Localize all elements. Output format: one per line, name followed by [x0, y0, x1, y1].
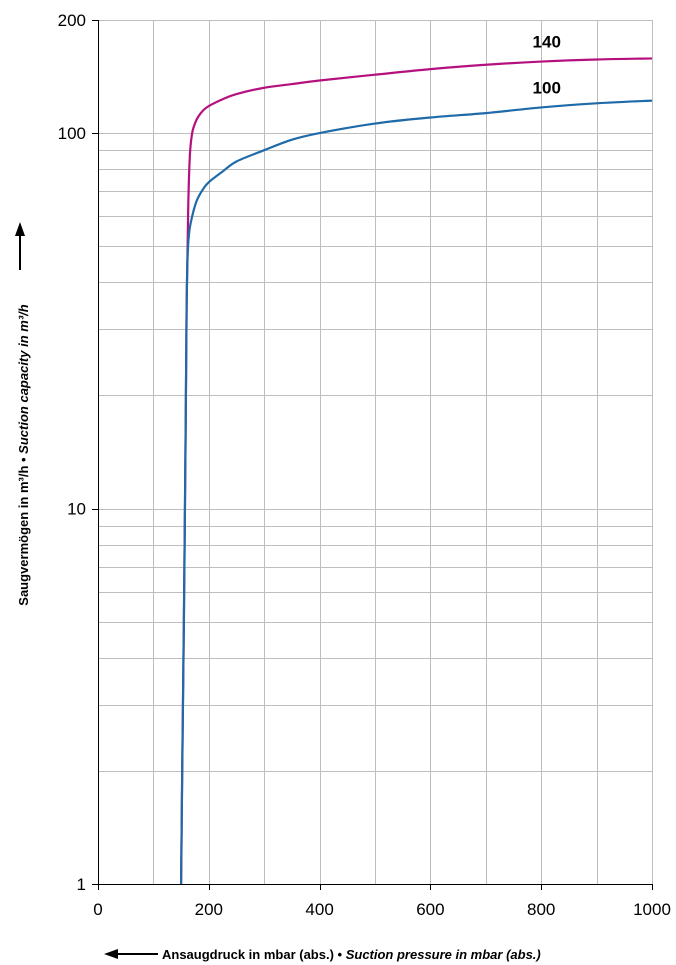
- series-line-140: [180, 57, 652, 884]
- x-tick-label-600: 600: [416, 900, 444, 919]
- x-tick-label-400: 400: [305, 900, 333, 919]
- y-axis-arrow-head: [15, 222, 25, 236]
- series-line-100: [180, 99, 652, 884]
- horizontal-gridlines: [98, 20, 652, 772]
- x-tick-label-800: 800: [527, 900, 555, 919]
- y-tick-label-100: 100: [58, 124, 86, 143]
- y-axis-title-group: Saugvermögen in m³/h • Suction capacity …: [15, 222, 31, 606]
- series-lines: [180, 57, 652, 884]
- y-tick-label-10: 10: [67, 500, 86, 519]
- y-tick-label-1: 1: [77, 875, 86, 894]
- series-labels: 140 100: [533, 33, 561, 98]
- x-tick-label-1000: 1000: [633, 900, 671, 919]
- x-axis-title: Ansaugdruck in mbar (abs.) • Suction pre…: [162, 947, 541, 962]
- y-axis-title: Saugvermögen in m³/h • Suction capacity …: [16, 304, 31, 605]
- x-axis-arrow-head: [104, 949, 118, 959]
- x-axis-title-group: Ansaugdruck in mbar (abs.) • Suction pre…: [104, 947, 541, 962]
- y-tick-label-200: 200: [58, 11, 86, 30]
- vertical-gridlines: [153, 20, 653, 884]
- y-tick-labels: 1 10 100 200: [58, 11, 98, 894]
- x-tick-label-200: 200: [195, 900, 223, 919]
- x-tick-labels: 0 200 400 600 800 1000: [93, 884, 671, 919]
- axes: [98, 20, 652, 885]
- series-label-100: 100: [533, 78, 561, 97]
- x-tick-label-0: 0: [93, 900, 102, 919]
- series-label-140: 140: [533, 33, 561, 52]
